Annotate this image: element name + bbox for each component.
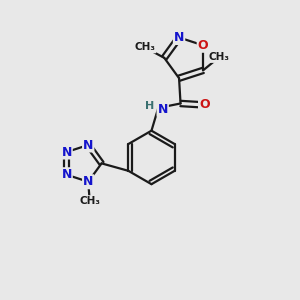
Text: N: N <box>61 168 72 181</box>
Text: N: N <box>83 175 93 188</box>
Text: CH₃: CH₃ <box>134 43 155 52</box>
Text: N: N <box>61 146 72 158</box>
Text: O: O <box>198 39 208 52</box>
Text: O: O <box>199 98 210 112</box>
Text: H: H <box>145 100 154 111</box>
Text: CH₃: CH₃ <box>209 52 230 62</box>
Text: CH₃: CH₃ <box>79 196 100 206</box>
Text: N: N <box>83 139 93 152</box>
Text: N: N <box>174 31 184 44</box>
Text: N: N <box>158 103 168 116</box>
